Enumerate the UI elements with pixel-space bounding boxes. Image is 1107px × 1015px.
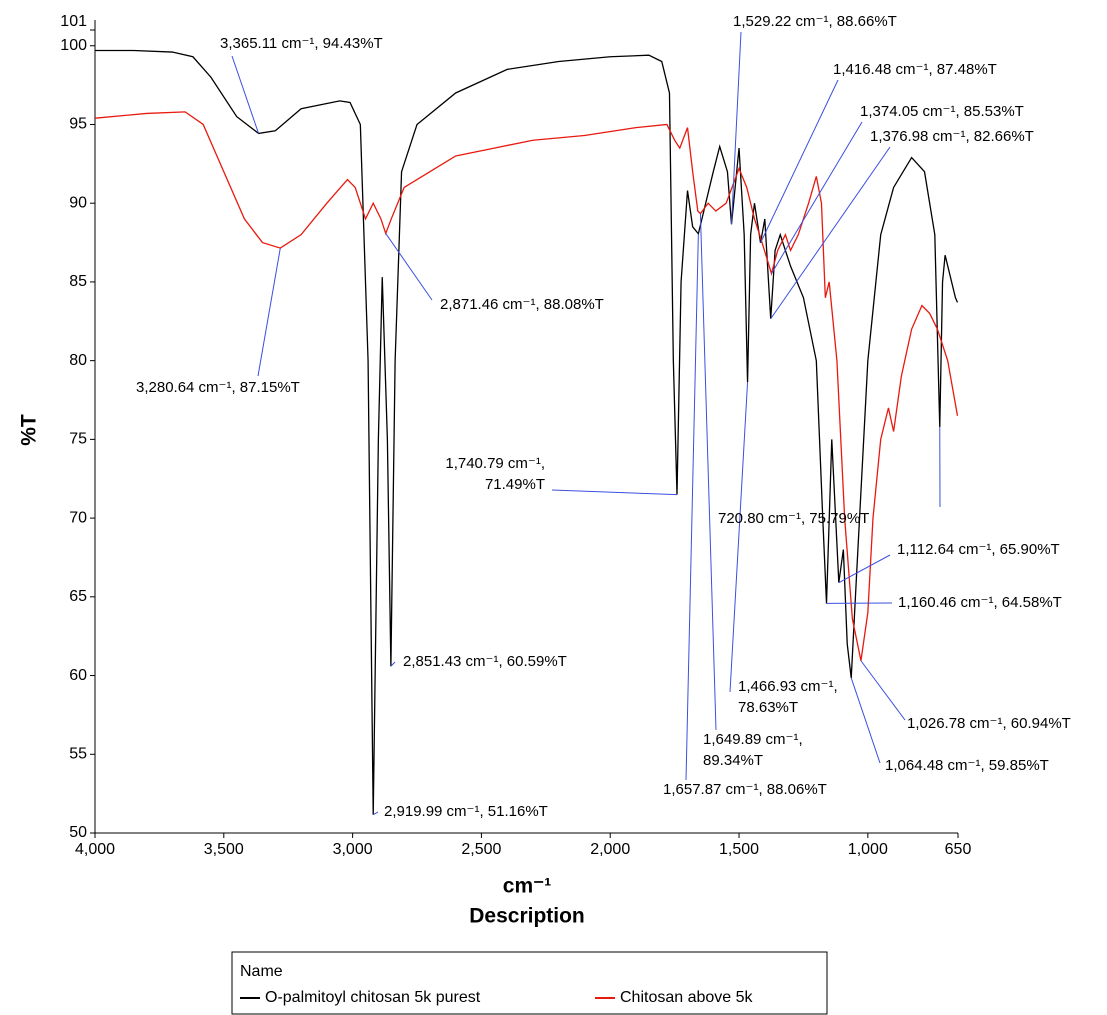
annotation-label: 1,160.46 cm⁻¹, 64.58%T [898, 594, 1062, 611]
y-tick-label: 95 [69, 116, 87, 133]
x-tick-label: 2,500 [461, 841, 501, 858]
annotation-leader [850, 677, 881, 764]
annotation-label: 89.34%T [703, 752, 763, 769]
legend-title: Name [240, 963, 283, 980]
y-tick-label: 50 [69, 824, 87, 841]
annotation-leader [729, 382, 749, 693]
annotation-leader [390, 661, 396, 667]
annotation-leader [231, 55, 260, 134]
y-tick-label: 60 [69, 667, 87, 684]
annotation-leader [385, 233, 433, 301]
y-tick-label: 101 [60, 13, 87, 30]
series-line [95, 49, 959, 815]
annotation-label: 2,919.99 cm⁻¹, 51.16%T [384, 803, 548, 820]
y-tick-label: 80 [69, 352, 87, 369]
annotation-label: 1,416.48 cm⁻¹, 87.48%T [833, 61, 997, 78]
y-tick-label: 100 [60, 37, 87, 54]
annotation-leader [685, 233, 699, 781]
annotation-leader [372, 811, 379, 816]
annotation-label: 78.63%T [738, 699, 798, 716]
legend-box [231, 951, 828, 1015]
annotation-leader [699, 213, 717, 731]
annotation-leader [760, 79, 839, 244]
y-tick-label: 55 [69, 745, 87, 762]
x-tick-label: 2,000 [590, 841, 630, 858]
annotation-label: 1,649.89 cm⁻¹, [703, 731, 803, 748]
annotation-leader [771, 121, 863, 274]
annotation-leader [838, 554, 891, 584]
legend-label: O-palmitoyl chitosan 5k purest [265, 989, 481, 1006]
y-tick-label: 70 [69, 509, 87, 526]
y-axis-title: %T [18, 414, 41, 446]
y-tick-label: 75 [69, 431, 87, 448]
annotation-label: 1,740.79 cm⁻¹, [445, 455, 545, 472]
annotation-label: 2,871.46 cm⁻¹, 88.08%T [440, 296, 604, 313]
x-axis-title: cm⁻¹ [503, 875, 551, 898]
x-tick-label: 3,000 [333, 841, 373, 858]
x-tick-label: 650 [945, 841, 972, 858]
annotation-label: 1,112.64 cm⁻¹, 65.90%T [897, 541, 1060, 558]
annotation-leader [860, 660, 906, 721]
annotation-label: 1,064.48 cm⁻¹, 59.85%T [885, 757, 1049, 774]
y-tick-label: 65 [69, 588, 87, 605]
annotation-label: 3,280.64 cm⁻¹, 87.15%T [136, 379, 300, 396]
annotation-label: 3,365.11 cm⁻¹, 94.43%T [220, 35, 383, 52]
legend-label: Chitosan above 5k [620, 989, 754, 1006]
series-line [94, 111, 959, 661]
annotation-leader [551, 489, 678, 496]
x-tick-label: 3,500 [204, 841, 244, 858]
annotation-label: 720.80 cm⁻¹, 75.79%T [718, 510, 869, 527]
annotation-label: 1,376.98 cm⁻¹, 82.66%T [870, 128, 1034, 145]
x-tick-label: 1,000 [848, 841, 888, 858]
annotation-label: 1,466.93 cm⁻¹, [738, 678, 838, 695]
y-tick-label: 85 [69, 273, 87, 290]
annotation-leader [770, 146, 891, 320]
y-tick-label: 90 [69, 194, 87, 211]
annotation-label: 2,851.43 cm⁻¹, 60.59%T [403, 653, 567, 670]
annotation-label: 71.49%T [485, 476, 545, 493]
x-axis-subtitle: Description [469, 905, 585, 928]
x-tick-label: 4,000 [75, 841, 115, 858]
annotation-label: 1,026.78 cm⁻¹, 60.94%T [907, 715, 1071, 732]
annotation-label: 1,374.05 cm⁻¹, 85.53%T [860, 103, 1024, 120]
annotation-label: 1,657.87 cm⁻¹, 88.06%T [663, 781, 827, 798]
x-tick-label: 1,500 [719, 841, 759, 858]
annotation-label: 1,529.22 cm⁻¹, 88.66%T [733, 13, 897, 30]
annotation-leader [257, 247, 281, 377]
annotation-leader [731, 31, 742, 225]
